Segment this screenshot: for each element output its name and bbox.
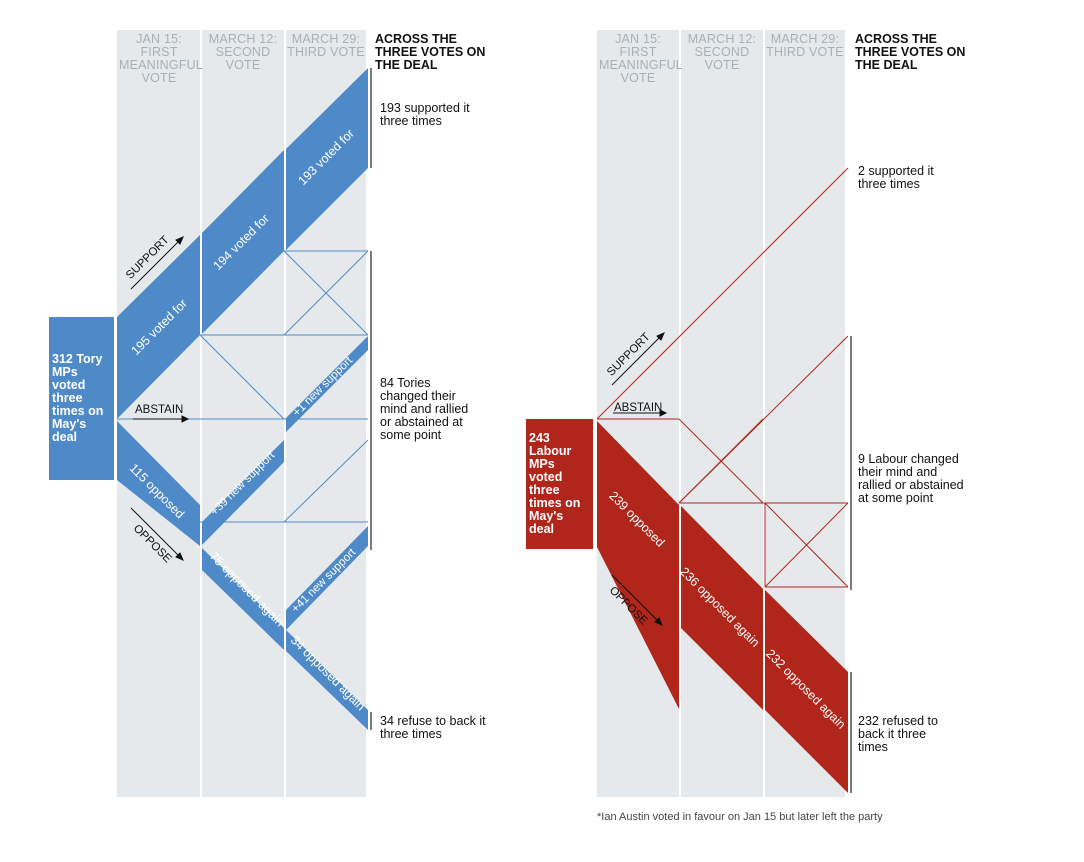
tory-summary-header: ACROSS THE THREE VOTES ON THE DEAL [375,32,486,72]
tory-column-header-1: JAN 15: FIRST MEANINGFUL VOTE [119,32,203,85]
footnote: *Ian Austin voted in favour on Jan 15 bu… [597,811,883,823]
labour-flows [596,167,849,793]
summary-brackets [370,68,852,793]
tory-abstain-label: ABSTAIN [135,404,183,416]
direction-arrows [130,236,668,626]
labour-column-header-3: MARCH 29: THIRD VOTE [766,32,844,59]
tory-note-refused: 34 refuse to back it three times [380,714,486,741]
tory-voted-for-3 [286,68,368,250]
labour-note-refused: 232 refused to back it three times [858,714,938,754]
tory-opposed-1 [117,421,200,546]
labour-opposed-3 [765,590,848,793]
labour-abstain-label: ABSTAIN [614,402,662,414]
labour-summary-header: ACROSS THE THREE VOTES ON THE DEAL [855,32,966,72]
tory-opposed-2 [202,548,284,650]
tory-new-support-1 [286,336,368,432]
labour-column-header-1: JAN 15: FIRST MEANINGFUL VOTE [599,32,683,85]
tory-note-supported: 193 supported it three times [380,101,470,128]
tory-note-changed: 84 Tories changed their mind and rallied… [380,376,469,442]
labour-opposed-2 [681,506,763,710]
tory-total-box: 312 Tory MPs voted three times on May's … [49,317,114,480]
labour-note-supported: 2 supported it three times [858,164,934,191]
tory-column-header-3: MARCH 29: THIRD VOTE [287,32,365,59]
labour-note-changed: 9 Labour changed their mind and rallied … [858,452,964,505]
tory-column-header-2: MARCH 12: SECOND VOTE [208,32,278,72]
labour-total-label: 243 Labour MPs voted three times on May'… [529,431,581,536]
tory-opposed-3 [286,630,368,730]
tory-voted-for-2 [202,150,284,334]
tory-flows [117,68,369,730]
tory-new-support-39 [202,440,284,545]
column-backgrounds [117,30,845,797]
labour-total-box: 243 Labour MPs voted three times on May'… [526,419,593,549]
tory-total-label: 312 Tory MPs voted three times on May's … [52,352,104,444]
labour-opposed-1 [597,421,679,709]
tory-voted-for-1 [117,235,200,419]
tory-new-support-41 [286,526,368,630]
labour-column-header-2: MARCH 12: SECOND VOTE [687,32,757,72]
